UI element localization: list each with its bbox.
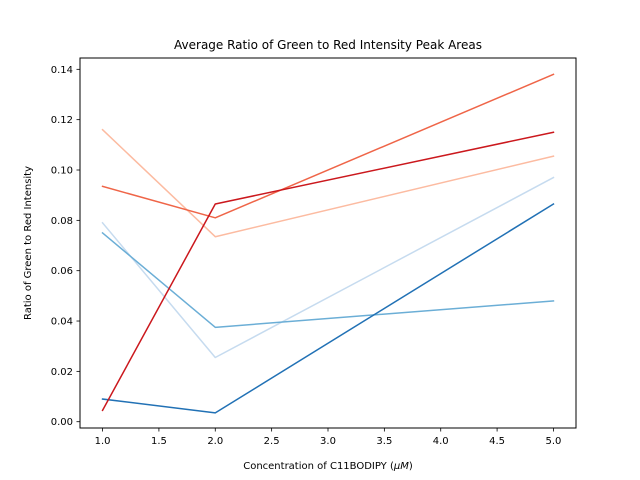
series-line-2 xyxy=(101,231,555,329)
series-line-4 xyxy=(101,128,555,238)
series-line-6 xyxy=(101,131,555,412)
chart-title: Average Ratio of Green to Red Intensity … xyxy=(174,38,482,52)
x-tick-label: 1.0 xyxy=(95,436,111,447)
x-axis-label-prefix: Concentration of C11BODIPY ( xyxy=(243,461,394,472)
y-axis-ticks: 0.00 0.02 0.04 0.06 0.08 0.10 0.12 0.14 xyxy=(51,65,80,428)
x-tick-label: 2.0 xyxy=(207,436,223,447)
x-tick-label: 1.5 xyxy=(151,436,167,447)
x-axis-label: Concentration of C11BODIPY (μM) xyxy=(243,461,413,472)
series-layer xyxy=(101,73,555,414)
y-tick-label: 0.04 xyxy=(51,317,73,328)
y-tick-label: 0.06 xyxy=(51,266,73,277)
x-tick-label: 3.0 xyxy=(320,436,336,447)
y-axis-label: Ratio of Green to Red Intensity xyxy=(23,166,34,320)
x-axis-label-suffix: ) xyxy=(409,461,413,472)
x-tick-label: 2.5 xyxy=(264,436,280,447)
x-axis-ticks: 1.0 1.5 2.0 2.5 3.0 3.5 4.0 4.5 5.0 xyxy=(95,428,562,447)
x-axis-label-unit: μM xyxy=(393,461,409,472)
y-tick-label: 0.02 xyxy=(51,367,73,378)
series-line-5 xyxy=(101,73,555,219)
y-tick-label: 0.12 xyxy=(51,115,73,126)
x-tick-label: 4.5 xyxy=(489,436,505,447)
y-tick-label: 0.14 xyxy=(51,65,73,76)
series-line-1 xyxy=(101,176,555,359)
y-tick-label: 0.08 xyxy=(51,216,73,227)
y-tick-label: 0.00 xyxy=(51,417,73,428)
x-tick-label: 3.5 xyxy=(376,436,392,447)
series-line-3 xyxy=(101,202,555,414)
x-tick-label: 5.0 xyxy=(546,436,562,447)
x-tick-label: 4.0 xyxy=(433,436,449,447)
y-tick-label: 0.10 xyxy=(51,166,73,177)
